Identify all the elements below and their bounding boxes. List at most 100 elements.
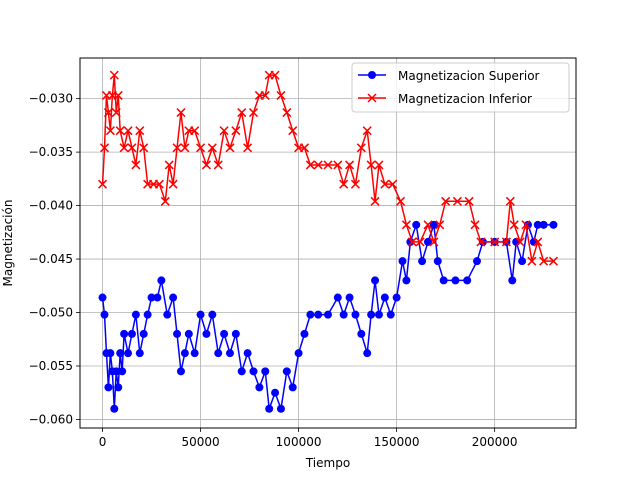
data-point: [98, 179, 108, 189]
data-point: [435, 220, 445, 230]
data-point: [306, 310, 315, 319]
data-point: [208, 310, 217, 319]
data-point: [299, 143, 310, 153]
data-point: [111, 108, 121, 118]
data-point: [190, 349, 199, 358]
data-point: [260, 90, 270, 100]
data-point: [115, 126, 125, 136]
data-point: [374, 160, 384, 170]
data-point: [333, 293, 342, 302]
data-point: [180, 143, 190, 153]
data-point: [314, 310, 323, 319]
data-point: [386, 310, 395, 319]
data-point: [127, 329, 136, 338]
data-point: [237, 108, 247, 118]
data-point: [339, 310, 348, 319]
y-tick-label: −0.055: [29, 359, 73, 373]
data-point: [157, 276, 166, 285]
data-point: [106, 349, 115, 358]
data-point: [201, 160, 211, 170]
data-point: [219, 126, 229, 136]
data-point: [176, 108, 186, 118]
series-line: [101, 74, 554, 262]
series-superior: [98, 220, 558, 413]
data-point: [521, 220, 531, 230]
data-point: [270, 70, 280, 80]
y-tick-label: −0.060: [29, 412, 73, 426]
data-point: [220, 329, 229, 338]
data-point: [351, 310, 360, 319]
data-point: [131, 310, 140, 319]
data-point: [288, 383, 297, 392]
x-tick-label: 100000: [276, 435, 322, 449]
y-tick-label: −0.050: [29, 306, 73, 320]
data-point: [276, 404, 285, 413]
data-point: [350, 179, 360, 189]
y-tick-label: −0.030: [29, 92, 73, 106]
data-point: [231, 329, 240, 338]
data-point: [120, 329, 129, 338]
data-point: [464, 196, 474, 206]
data-point: [168, 179, 178, 189]
data-point: [124, 349, 133, 358]
data-point: [366, 160, 376, 170]
y-tick-label: −0.035: [29, 145, 73, 159]
data-point: [374, 310, 383, 319]
data-point: [300, 329, 309, 338]
plot-area: [98, 70, 558, 413]
data-point: [441, 196, 451, 206]
data-point: [371, 276, 380, 285]
y-axis-label: Magnetización: [1, 200, 15, 287]
data-point: [396, 196, 406, 206]
data-point: [173, 329, 182, 338]
data-point: [402, 276, 411, 285]
data-point: [423, 220, 433, 230]
legend-marker-superior: [368, 71, 376, 79]
data-point: [527, 256, 537, 266]
data-point: [261, 367, 270, 376]
data-point: [345, 293, 354, 302]
data-point: [357, 329, 366, 338]
data-point: [243, 143, 253, 153]
data-point: [463, 276, 472, 285]
data-point: [470, 220, 480, 230]
data-point: [282, 367, 291, 376]
data-point: [282, 108, 292, 118]
data-point: [380, 179, 390, 189]
data-point: [265, 404, 274, 413]
data-point: [367, 310, 376, 319]
data-point: [356, 143, 366, 153]
data-point: [415, 237, 425, 247]
data-point: [112, 367, 121, 376]
data-point: [255, 383, 264, 392]
data-point: [190, 126, 200, 136]
data-point: [118, 367, 127, 376]
legend-label-superior: Magnetizacion Superior: [398, 69, 540, 83]
data-point: [533, 220, 542, 229]
data-point: [139, 329, 148, 338]
data-point: [333, 160, 343, 170]
data-point: [451, 276, 460, 285]
data-point: [324, 310, 332, 319]
data-point: [169, 293, 178, 302]
data-point: [429, 220, 438, 229]
y-tick-label: −0.045: [29, 252, 73, 266]
data-point: [214, 349, 223, 358]
legend-marker-inferior: [367, 93, 377, 103]
data-point: [476, 237, 486, 247]
data-point: [114, 383, 123, 392]
data-point: [135, 126, 145, 136]
data-point: [243, 349, 252, 358]
data-point: [412, 220, 421, 229]
data-point: [363, 349, 372, 358]
data-point: [213, 160, 223, 170]
data-point: [548, 256, 558, 266]
data-point: [225, 143, 235, 153]
data-point: [401, 220, 411, 230]
data-point: [225, 349, 234, 358]
data-point: [388, 179, 398, 189]
data-point: [423, 237, 432, 246]
data-point: [490, 237, 500, 247]
data-point: [163, 310, 172, 319]
data-point: [313, 160, 323, 170]
